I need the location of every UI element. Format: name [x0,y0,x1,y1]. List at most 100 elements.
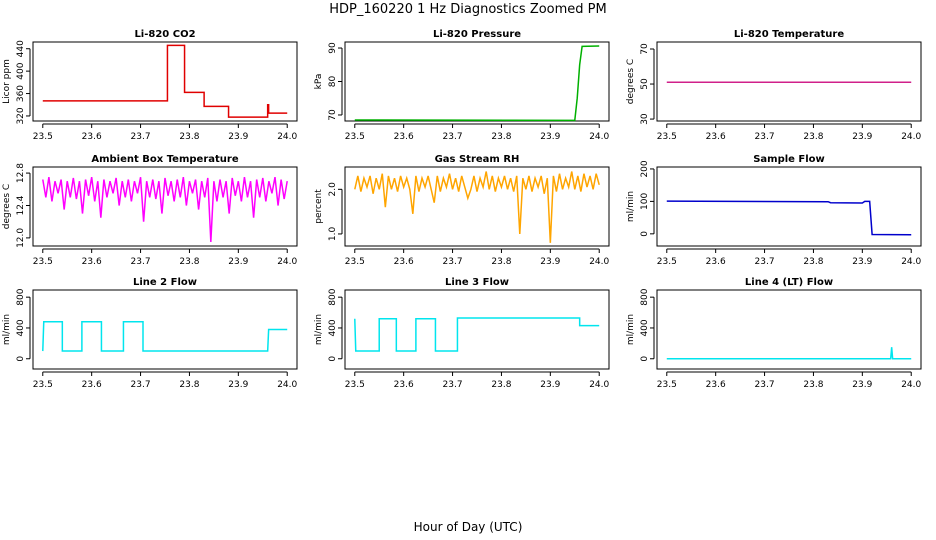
x-tick-label: 23.5 [345,132,365,142]
data-line [42,321,288,352]
x-tick-label: 24.0 [277,257,297,267]
x-tick-label: 23.6 [706,380,726,390]
x-tick-label: 23.5 [345,380,365,390]
data-line [666,347,912,360]
panel: Line 4 (LT) Flow 23.5 23.6 23.7 23.8 23.9 24.0… [626,277,922,390]
y-tick-label: 1.0 [328,227,338,242]
y-tick-label: 800 [328,288,338,305]
x-tick-label: 24.0 [589,132,609,142]
x-tick-label: 23.6 [82,380,102,390]
x-tick-label: 23.7 [131,380,151,390]
y-tick-label: 12.4 [16,195,26,215]
x-tick-label: 24.0 [277,380,297,390]
y-tick-label: 0 [328,356,338,362]
y-tick-label: 12.8 [16,163,26,183]
x-tick-label: 23.5 [345,257,365,267]
x-tick-label: 23.9 [228,257,248,267]
y-tick-label: 800 [16,288,26,305]
data-line [42,176,288,242]
x-tick-label: 24.0 [589,380,609,390]
y-axis-label: degrees C [2,184,12,229]
y-tick-label: 0 [640,356,650,362]
panel: Gas Stream RH 23.5 23.6 23.7 23.8 23.9 24.0 1.0… [314,154,610,267]
x-tick-label: 23.9 [852,132,872,142]
y-tick-label: 12.0 [16,228,26,248]
plot-frame [656,289,922,370]
x-tick-label: 23.8 [179,380,199,390]
y-tick-label: 0 [16,356,26,362]
y-axis-label: percent [314,189,324,224]
panel-title: Line 3 Flow [445,277,509,288]
plot-frame [32,41,298,122]
y-tick-label: 70 [328,109,338,121]
y-tick-label: 360 [16,85,26,102]
x-tick-label: 23.7 [131,257,151,267]
data-line [354,171,600,243]
x-tick-label: 23.5 [657,380,677,390]
panel-title: Li-820 Temperature [734,29,844,40]
plot-frame [32,289,298,370]
y-tick-label: 80 [328,76,338,88]
y-tick-label: 90 [328,42,338,54]
x-tick-label: 23.8 [491,380,511,390]
y-axis-label: ml/min [626,191,636,222]
panel-title: Line 2 Flow [133,277,197,288]
y-tick-label: 2.0 [328,182,338,197]
y-tick-label: 440 [16,40,26,57]
plot-frame [32,166,298,247]
x-tick-label: 23.6 [706,132,726,142]
y-axis-label: ml/min [2,314,12,345]
x-tick-label: 23.8 [491,132,511,142]
x-tick-label: 23.6 [394,380,414,390]
y-axis-label: degrees C [626,59,636,104]
panel-title: Li-820 CO2 [134,29,195,40]
y-tick-label: 0 [640,231,650,237]
plot-frame [344,41,610,122]
x-tick-label: 23.8 [803,257,823,267]
plot-frame [656,166,922,247]
x-tick-label: 23.7 [131,132,151,142]
x-tick-label: 23.7 [755,257,775,267]
panel: Ambient Box Temperature 23.5 23.6 23.7 23.8 2… [2,154,298,267]
x-tick-label: 23.8 [803,132,823,142]
x-tick-label: 23.7 [755,132,775,142]
plot-frame [344,289,610,370]
data-line [666,200,912,236]
x-tick-label: 23.6 [82,132,102,142]
panel: Sample Flow 23.5 23.6 23.7 23.8 23.9 24.0 0 100 2… [626,154,922,267]
x-tick-label: 23.7 [443,132,463,142]
panel-title: Sample Flow [753,154,825,165]
y-tick-label: 200 [640,160,650,177]
panel-title: Ambient Box Temperature [91,154,238,165]
y-tick-label: 400 [328,319,338,336]
x-tick-label: 23.9 [540,132,560,142]
x-tick-label: 24.0 [901,257,921,267]
y-tick-label: 30 [640,113,650,125]
x-tick-label: 24.0 [901,380,921,390]
y-axis-label: Licor ppm [2,59,12,104]
panel-title: Li-820 Pressure [433,29,521,40]
x-tick-label: 23.8 [179,257,199,267]
x-tick-label: 23.9 [540,257,560,267]
x-tick-label: 23.7 [755,380,775,390]
x-tick-label: 23.9 [852,257,872,267]
x-tick-label: 23.5 [33,132,53,142]
x-tick-label: 23.9 [228,380,248,390]
x-axis-label: Hour of Day (UTC) [414,520,523,534]
x-tick-label: 23.5 [657,257,677,267]
x-tick-label: 23.6 [706,257,726,267]
x-tick-label: 24.0 [277,132,297,142]
data-line [354,45,600,122]
x-tick-label: 23.5 [33,380,53,390]
panel: Li-820 CO2 23.5 23.6 23.7 23.8 23.9 24.0 320 360… [2,29,298,142]
y-tick-label: 50 [640,78,650,90]
y-tick-label: 800 [640,288,650,305]
y-axis-label: kPa [314,74,324,90]
y-tick-label: 70 [640,43,650,55]
panel-title: Line 4 (LT) Flow [745,277,833,288]
data-line [354,317,600,352]
x-tick-label: 23.8 [803,380,823,390]
y-tick-label: 400 [16,62,26,79]
y-axis-label: ml/min [314,314,324,345]
